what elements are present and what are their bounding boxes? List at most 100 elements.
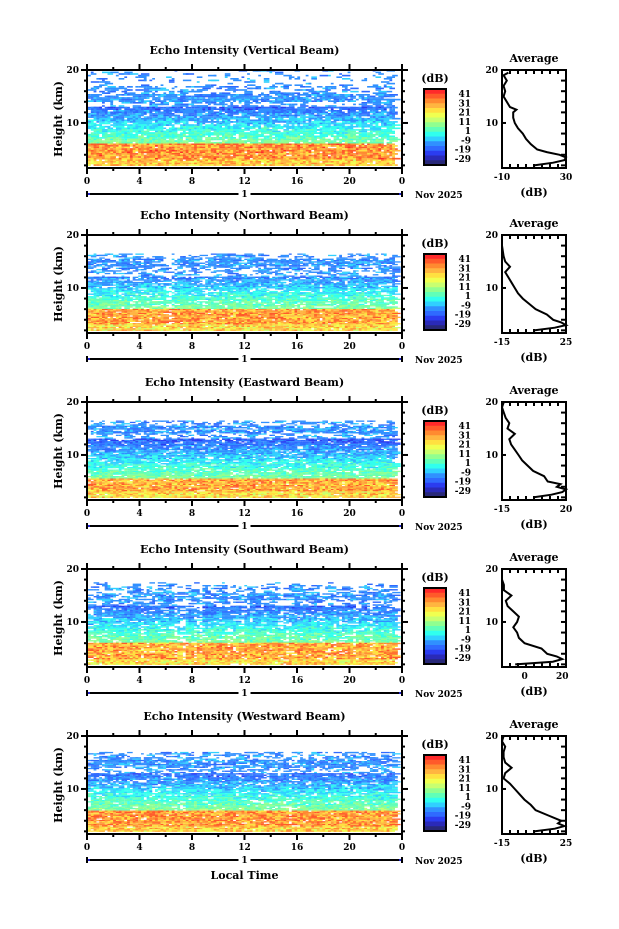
- heatmap-cell: [314, 156, 317, 158]
- heatmap-cell: [116, 136, 119, 138]
- heatmap-cell: [119, 78, 125, 80]
- heatmap-cell: [152, 78, 155, 80]
- heatmap-cell: [247, 94, 253, 96]
- heatmap-cell: [236, 108, 239, 110]
- heatmap-cell: [110, 128, 113, 130]
- heatmap-cell: [233, 91, 236, 93]
- heatmap-cell: [191, 129, 194, 131]
- heatmap-cell: [119, 100, 125, 102]
- heatmap-cell: [295, 84, 303, 86]
- heatmap-cell: [110, 139, 113, 141]
- heatmap-cell: [376, 137, 379, 139]
- heatmap-cell: [392, 161, 395, 163]
- heatmap-cell: [320, 123, 323, 125]
- heatmap-cell: [389, 147, 392, 149]
- heatmap-cell: [362, 112, 368, 114]
- heatmap-cell: [370, 96, 376, 98]
- heatmap-cell: [233, 160, 236, 162]
- heatmap-cell: [183, 126, 186, 128]
- heatmap-cell: [322, 263, 330, 264]
- heatmap-cell: [191, 134, 197, 136]
- heatmap-cell: [364, 269, 367, 270]
- heatmap-cell: [269, 96, 272, 98]
- heatmap-cell: [286, 150, 289, 152]
- heatmap-cell: [186, 142, 189, 144]
- heatmap-cell: [161, 277, 164, 278]
- heatmap-cell: [205, 269, 211, 270]
- heatmap-cell: [108, 128, 111, 130]
- heatmap-cell: [99, 164, 102, 166]
- heatmap-cell: [230, 121, 233, 123]
- heatmap-cell: [225, 155, 228, 157]
- heatmap-cell: [194, 263, 197, 264]
- heatmap-cell: [144, 260, 152, 261]
- heatmap-cell: [169, 156, 172, 158]
- heatmap-cell: [91, 116, 94, 118]
- heatmap-cell: [175, 100, 178, 102]
- heatmap-cell: [124, 263, 130, 264]
- heatmap-cell: [331, 266, 337, 267]
- heatmap-cell: [236, 260, 242, 261]
- heatmap-cell: [328, 144, 331, 146]
- heatmap-cell: [113, 155, 116, 157]
- heatmap-cell: [334, 155, 337, 157]
- heatmap-cell: [275, 100, 278, 102]
- heatmap-cell: [295, 277, 301, 278]
- heatmap-cell: [163, 137, 166, 139]
- heatmap-cell: [147, 257, 150, 258]
- heatmap-cell: [300, 97, 303, 99]
- heatmap-cell: [289, 126, 292, 128]
- heatmap-cell: [205, 160, 208, 162]
- heatmap-cell: [295, 257, 298, 258]
- heatmap-cell: [269, 140, 272, 142]
- heatmap-cell: [194, 265, 197, 266]
- heatmap-cell: [96, 137, 99, 139]
- heatmap-cell: [214, 150, 217, 152]
- heatmap-cell: [211, 113, 214, 115]
- heatmap-cell: [378, 91, 386, 93]
- heatmap-cell: [314, 268, 320, 269]
- heatmap-cell: [194, 277, 197, 278]
- heatmap-cell: [314, 272, 317, 273]
- heatmap-cell: [311, 269, 319, 270]
- heatmap-cell: [110, 72, 118, 74]
- heatmap-cell: [233, 128, 241, 130]
- heatmap-cell: [311, 277, 314, 278]
- heatmap-cell: [96, 113, 99, 115]
- heatmap-cell: [191, 261, 194, 262]
- heatmap-cell: [328, 134, 331, 136]
- heatmap-cell: [141, 96, 147, 98]
- heatmap-cell: [272, 153, 275, 155]
- heatmap-cell: [311, 128, 314, 130]
- heatmap-cell: [292, 161, 298, 163]
- heatmap-cell: [211, 147, 214, 149]
- heatmap-cell: [183, 147, 186, 149]
- heatmap-cell: [286, 124, 289, 126]
- y-tick-label: 10: [66, 119, 79, 129]
- heatmap-cell: [389, 145, 392, 147]
- heatmap-cell: [303, 164, 306, 166]
- heatmap-cell: [320, 270, 323, 271]
- heatmap-cell: [222, 97, 225, 99]
- heatmap-cell: [309, 107, 312, 109]
- heatmap-cell: [208, 124, 214, 126]
- heatmap-cell: [214, 266, 217, 267]
- heatmap-cell: [113, 136, 116, 138]
- heatmap-cell: [297, 99, 303, 101]
- heatmap-cell: [175, 140, 178, 142]
- heatmap-cell: [370, 156, 373, 158]
- heatmap-cell: [239, 89, 247, 91]
- heatmap-cell: [110, 131, 116, 133]
- heatmap-cell: [392, 266, 400, 267]
- heatmap-cell: [177, 140, 183, 142]
- heatmap-cell: [309, 268, 312, 269]
- heatmap-cell: [297, 76, 300, 78]
- heatmap-cell: [138, 150, 141, 152]
- heatmap-cell: [88, 113, 91, 115]
- heatmap-cell: [88, 89, 94, 91]
- heatmap-cell: [261, 264, 264, 265]
- heatmap-cell: [108, 123, 111, 125]
- heatmap-cell: [373, 152, 376, 154]
- heatmap-cell: [261, 255, 269, 256]
- heatmap-cell: [348, 277, 351, 278]
